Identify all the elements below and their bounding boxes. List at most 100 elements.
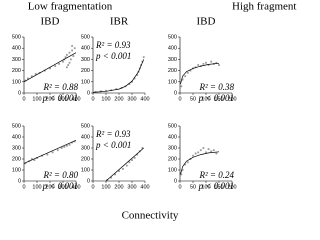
point	[24, 162, 27, 165]
figure: Low fragmentation High fragment IBD IBR …	[12, 1, 297, 222]
x-tick-label: 400	[71, 184, 80, 190]
point	[114, 173, 116, 176]
annotation: R² = 0.80	[42, 170, 78, 180]
y-tick-label: 200	[12, 156, 21, 162]
y-tick-label: 500	[81, 34, 90, 40]
x-tick-label: 200	[227, 184, 236, 190]
y-tick-label: 300	[168, 57, 177, 63]
y-tick-label: 200	[168, 156, 177, 162]
point	[184, 163, 187, 166]
y-tick-label: 100	[12, 167, 21, 173]
point	[184, 75, 187, 78]
annotation: p < 0.001	[95, 140, 131, 150]
point	[72, 55, 75, 57]
y-tick-label: 400	[12, 46, 21, 52]
point	[99, 90, 102, 93]
point	[71, 45, 73, 47]
point	[49, 67, 51, 70]
x-tick-label: 100	[201, 184, 210, 190]
point	[210, 150, 213, 153]
y-tick-label: 0	[18, 90, 21, 96]
point	[207, 148, 210, 150]
point	[73, 47, 76, 50]
annotation: R² = 0.24	[198, 170, 234, 180]
point	[122, 168, 124, 170]
x-tick-label: 0	[91, 184, 94, 190]
point	[194, 66, 197, 69]
x-tick-label: 100	[32, 96, 41, 102]
point	[218, 64, 220, 66]
y-tick-label: 100	[81, 79, 90, 85]
point	[68, 51, 71, 54]
point	[199, 149, 202, 152]
column-label: IBD	[41, 16, 60, 28]
point	[133, 157, 136, 159]
point	[136, 74, 139, 76]
point	[67, 64, 70, 66]
point	[34, 73, 37, 75]
column-label: IBR	[110, 16, 129, 28]
point	[128, 83, 131, 85]
point	[71, 49, 73, 52]
point	[54, 65, 57, 68]
y-tick-label: 300	[12, 57, 21, 63]
y-tick-label: 200	[12, 68, 21, 74]
annotation: R² = 0.38	[198, 82, 234, 92]
x-tick-label: 50	[190, 184, 196, 190]
point	[197, 151, 200, 154]
point	[205, 151, 207, 154]
point	[66, 54, 68, 56]
y-tick-label: 500	[168, 34, 177, 40]
x-tick-label: 300	[58, 96, 67, 102]
x-tick-label: 400	[140, 184, 149, 190]
x-tick-label: 200	[114, 184, 123, 190]
y-tick-label: 100	[12, 79, 21, 85]
x-tick-label: 300	[127, 184, 136, 190]
annotation: R² = 0.88	[42, 82, 78, 92]
y-tick-label: 300	[12, 145, 21, 151]
x-tick-label: 300	[58, 184, 67, 190]
point	[46, 153, 49, 156]
point	[210, 60, 213, 63]
annotation: R² = 0.93	[95, 40, 131, 50]
point	[58, 62, 60, 65]
point	[131, 159, 133, 161]
point	[207, 64, 210, 66]
x-tick-label: 200	[45, 96, 54, 102]
trend-line	[105, 147, 144, 182]
trend-line	[92, 59, 145, 93]
y-tick-label: 400	[12, 134, 21, 140]
annotation: p < 0.001	[198, 181, 234, 191]
trend-line	[180, 151, 220, 175]
point	[192, 154, 194, 157]
y-tick-label: 200	[81, 68, 90, 74]
y-tick-label: 100	[81, 167, 90, 173]
x-tick-label: 400	[71, 96, 80, 102]
point	[186, 161, 189, 164]
trend-line	[23, 139, 77, 164]
point	[105, 89, 107, 92]
column-label: IBD	[197, 16, 216, 28]
point	[125, 164, 128, 167]
x-tick-label: 400	[140, 96, 149, 102]
x-tick-label: 0	[22, 184, 25, 190]
point	[68, 143, 71, 146]
point	[186, 71, 189, 74]
y-tick-label: 300	[168, 145, 177, 151]
y-tick-label: 0	[174, 90, 177, 96]
point	[133, 77, 136, 80]
point	[118, 170, 120, 172]
x-tick-label: 100	[201, 96, 210, 102]
y-tick-label: 200	[168, 68, 177, 74]
x-tick-label: 100	[101, 96, 110, 102]
x-tick-label: 200	[114, 96, 123, 102]
point	[205, 61, 207, 64]
point	[33, 159, 36, 161]
y-tick-label: 400	[81, 134, 90, 140]
x-tick-label: 300	[127, 96, 136, 102]
point	[73, 140, 76, 143]
group-label: Low fragmentation	[28, 1, 113, 13]
point	[142, 56, 145, 59]
point	[215, 61, 218, 64]
y-tick-label: 0	[18, 178, 21, 184]
